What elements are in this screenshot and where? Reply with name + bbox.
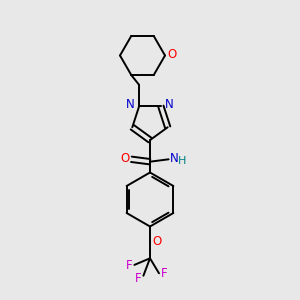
Text: O: O bbox=[152, 235, 161, 248]
Text: F: F bbox=[135, 272, 141, 285]
Text: O: O bbox=[120, 152, 129, 165]
Text: F: F bbox=[161, 267, 168, 280]
Text: N: N bbox=[126, 98, 135, 112]
Text: F: F bbox=[126, 259, 132, 272]
Text: O: O bbox=[168, 47, 177, 61]
Text: N: N bbox=[169, 152, 178, 165]
Text: N: N bbox=[165, 98, 174, 112]
Text: H: H bbox=[178, 156, 186, 166]
